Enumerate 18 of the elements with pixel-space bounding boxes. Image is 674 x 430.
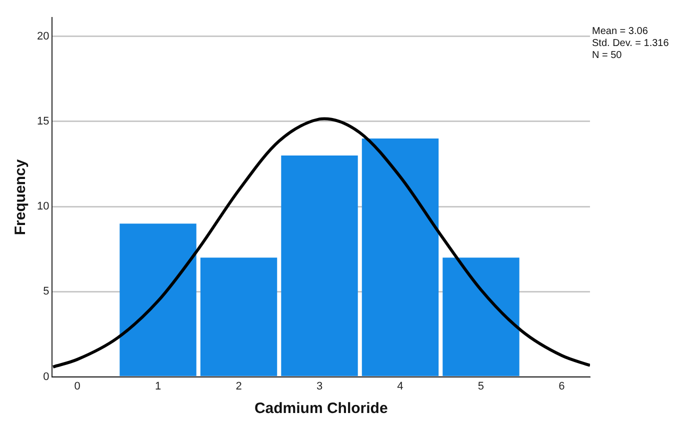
y-tick-label: 15 <box>36 115 50 128</box>
x-tick-label: 6 <box>558 380 565 392</box>
y-tick-label: 0 <box>43 370 50 383</box>
y-tick-label: 20 <box>36 30 50 42</box>
y-tick-label: 5 <box>43 286 50 298</box>
x-tick-label: 3 <box>316 380 323 392</box>
x-axis-title: Cadmium Chloride <box>254 400 388 418</box>
y-axis-title: Frequency <box>12 158 30 236</box>
x-tick-label: 1 <box>154 380 162 392</box>
line-series <box>52 117 590 368</box>
x-tick-label: 5 <box>478 380 484 392</box>
y-tick-label: 10 <box>36 200 50 213</box>
text: N = 50 <box>592 50 623 62</box>
x-tick-label: 4 <box>397 380 404 392</box>
x-tick-label: 0 <box>74 380 80 392</box>
text: Mean = 3.06 <box>592 26 649 38</box>
x-tick-label: 2 <box>236 380 242 392</box>
text: Std. Dev. = 1.316 <box>592 38 669 50</box>
